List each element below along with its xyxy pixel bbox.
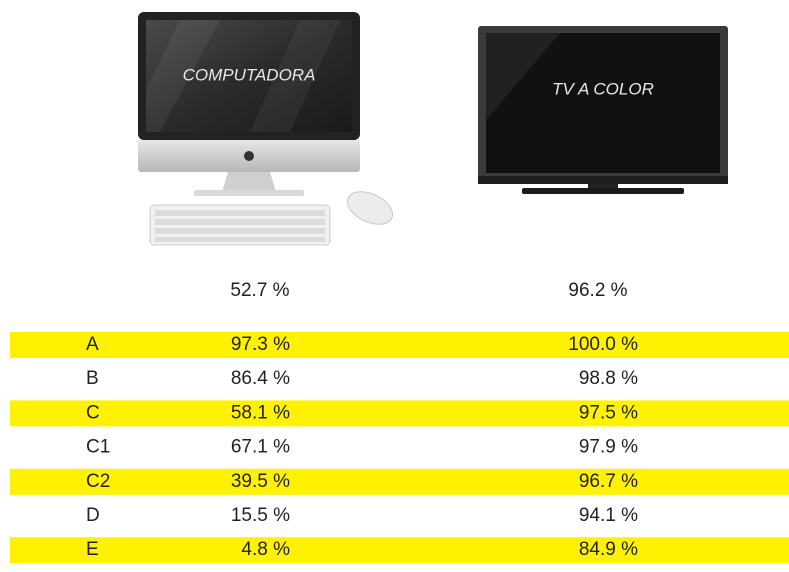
computer-value: 39.5 % <box>231 471 290 492</box>
row-label: B <box>86 368 99 389</box>
device-total: 52.7 % <box>230 280 289 301</box>
tv-value: 96.7 % <box>579 471 638 492</box>
tv-value: 98.8 % <box>579 368 638 389</box>
row-label: C2 <box>86 471 110 492</box>
tv-value: 84.9 % <box>579 539 638 560</box>
row-band <box>10 537 789 564</box>
computer-illustration <box>138 12 394 246</box>
row-band <box>10 400 789 427</box>
row-label: C1 <box>86 437 110 458</box>
row-bands <box>10 332 789 564</box>
tv-value: 97.5 % <box>579 402 638 423</box>
computer-value: 58.1 % <box>231 402 290 423</box>
row-band <box>10 468 789 495</box>
row-label: E <box>86 539 99 560</box>
screen-label: TV A COLOR <box>552 79 654 98</box>
row-label: C <box>86 402 100 423</box>
tv-value: 97.9 % <box>579 437 638 458</box>
tv-illustration <box>478 26 728 194</box>
computer-value: 15.5 % <box>231 505 290 526</box>
tv-value: 100.0 % <box>568 334 638 355</box>
row-band <box>10 332 789 358</box>
row-label: D <box>86 505 100 526</box>
device-total: 96.2 % <box>568 280 627 301</box>
computer-value: 4.8 % <box>241 539 290 560</box>
tv-value: 94.1 % <box>579 505 638 526</box>
computer-value: 97.3 % <box>231 334 290 355</box>
row-label: A <box>86 334 99 355</box>
computer-value: 86.4 % <box>231 368 290 389</box>
computer-value: 67.1 % <box>231 437 290 458</box>
screen-label: COMPUTADORA <box>183 65 316 84</box>
